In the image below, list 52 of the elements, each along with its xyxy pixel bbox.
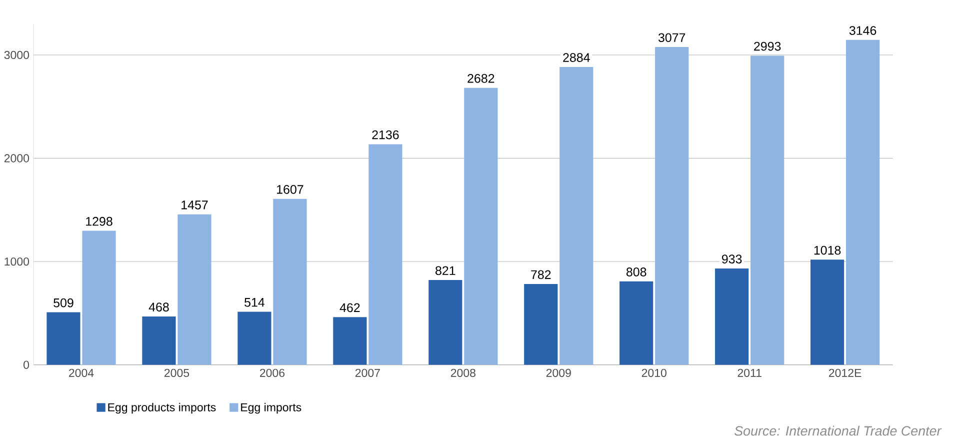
bar xyxy=(333,317,367,366)
bar xyxy=(810,260,844,366)
y-tick-label: 3000 xyxy=(4,51,30,60)
source-note: Source: International Trade Center xyxy=(734,426,942,436)
legend-label: Egg products imports xyxy=(108,403,216,414)
bar xyxy=(46,312,80,366)
data-label: 1607 xyxy=(277,185,304,194)
data-label: 514 xyxy=(244,298,264,307)
bar xyxy=(273,199,307,366)
bar xyxy=(750,56,784,366)
bar xyxy=(238,312,272,366)
data-label: 1298 xyxy=(86,217,112,226)
bar xyxy=(655,47,689,366)
bar xyxy=(82,230,116,366)
x-tick-label: 2004 xyxy=(69,369,94,378)
bar xyxy=(142,316,176,366)
data-label: 468 xyxy=(148,302,169,312)
bar xyxy=(524,284,558,366)
bar xyxy=(464,88,498,366)
x-tick-label: 2007 xyxy=(355,369,380,378)
data-label: 1018 xyxy=(814,246,841,255)
data-label: 3146 xyxy=(849,26,876,36)
legend-label: Egg imports xyxy=(241,403,302,414)
data-label: 2884 xyxy=(563,53,590,62)
data-label: 782 xyxy=(531,270,551,280)
bar xyxy=(560,67,594,366)
x-tick-label: 2005 xyxy=(164,369,190,378)
data-label: 2993 xyxy=(754,42,781,51)
data-label: 821 xyxy=(436,266,456,276)
data-label: 2136 xyxy=(372,130,399,140)
data-label: 808 xyxy=(626,268,646,277)
bar xyxy=(620,282,654,366)
x-tick-label: 2010 xyxy=(642,369,666,378)
data-label: 462 xyxy=(340,303,360,312)
x-tick-label: 2008 xyxy=(450,369,476,378)
bar xyxy=(846,40,880,366)
data-label: 509 xyxy=(54,298,74,308)
data-label: 933 xyxy=(722,254,742,264)
bar xyxy=(178,214,212,366)
y-tick-label: 1000 xyxy=(4,258,30,266)
bar xyxy=(428,280,462,366)
x-tick-label: 2009 xyxy=(546,369,571,378)
x-tick-label: 2006 xyxy=(260,369,284,378)
data-label: 1457 xyxy=(182,200,208,210)
x-tick-label: 2012E xyxy=(828,369,862,378)
x-tick-label: 2011 xyxy=(738,369,762,378)
bar xyxy=(715,268,749,366)
bar xyxy=(368,144,402,366)
y-tick-label: 2000 xyxy=(4,154,30,163)
data-label: 2682 xyxy=(468,74,494,84)
y-tick-label: 0 xyxy=(24,360,30,370)
data-label: 3077 xyxy=(658,33,686,42)
